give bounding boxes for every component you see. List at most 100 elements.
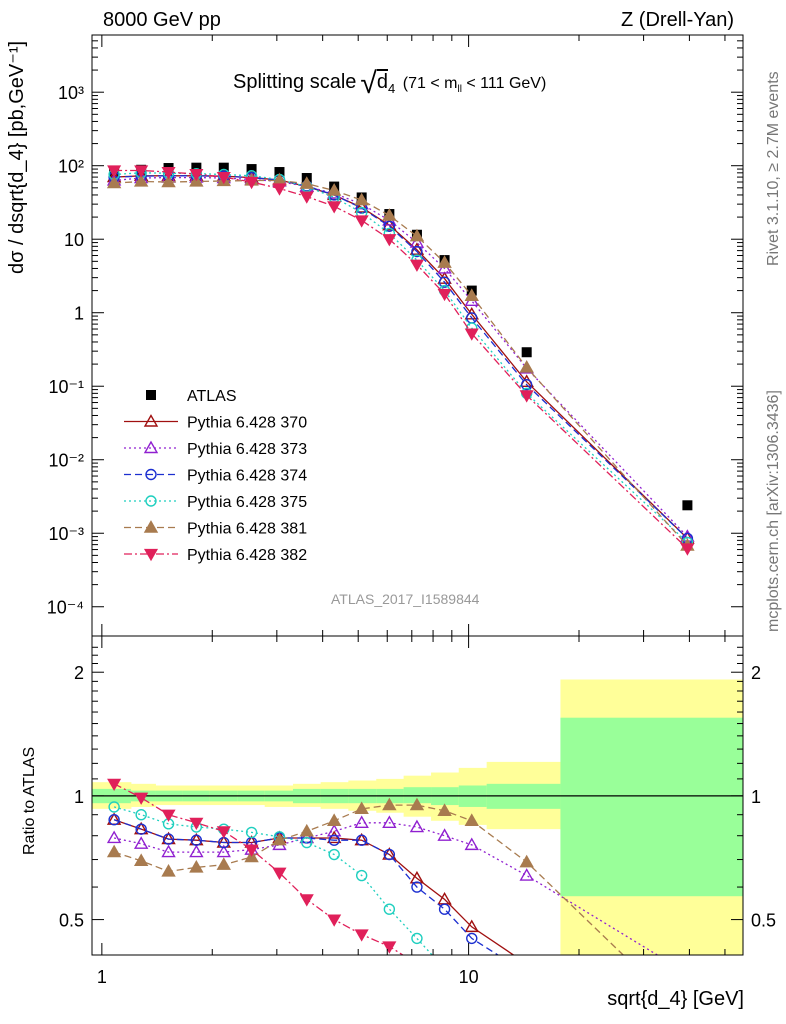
x-axis-label: sqrt{d_4} [GeV] — [607, 988, 744, 1010]
ratio-point — [133, 853, 149, 867]
main-point — [216, 171, 231, 185]
legend-item-5: Pythia 6.428 381 — [124, 520, 307, 538]
ratio-point — [189, 844, 204, 858]
ratio-point — [216, 826, 231, 839]
legend-marker — [143, 414, 159, 427]
main-y-tick-label: 10⁻³ — [48, 524, 84, 544]
ratio-point — [464, 919, 479, 933]
main-point — [464, 328, 479, 341]
main-series-1 — [106, 168, 695, 544]
ratio-point — [411, 881, 423, 893]
main-point — [107, 165, 122, 178]
plot-title-main: Splitting scale — [233, 71, 357, 93]
main-point — [521, 347, 532, 358]
x-tick-label: 10 — [459, 967, 479, 987]
ratio-point — [519, 854, 534, 868]
main-point — [382, 234, 397, 247]
legend-marker — [143, 440, 159, 454]
main-point — [272, 183, 287, 196]
main-series-4 — [108, 167, 694, 549]
main-y-tick-label: 10⁻⁴ — [47, 598, 84, 618]
main-series — [106, 162, 695, 556]
ratio-y-tick-label: 1 — [74, 787, 84, 807]
ratio-point — [216, 857, 231, 870]
main-point — [327, 201, 342, 214]
ratio-point — [326, 830, 342, 844]
main-point — [106, 175, 122, 189]
ratio-point — [409, 870, 425, 884]
main-point — [354, 215, 369, 228]
ratio-y-tick-label: 2 — [74, 663, 84, 683]
legend-label: Pythia 6.428 375 — [187, 494, 307, 511]
main-series-6 — [107, 165, 695, 556]
ratio-point — [355, 869, 368, 882]
ratio-point — [326, 813, 342, 826]
ratio-series-line — [113, 819, 500, 955]
ratio-point — [161, 809, 176, 822]
main-point — [246, 164, 257, 175]
ratio-point — [464, 813, 479, 826]
ratio-point — [354, 801, 369, 815]
ratio-point — [244, 844, 259, 857]
ratio-point — [272, 867, 287, 880]
main-point — [326, 183, 342, 196]
legend-marker — [145, 468, 157, 481]
ratio-y-tick-label-right: 2 — [751, 663, 761, 683]
ratio-point — [437, 828, 452, 841]
main-series-line — [114, 172, 688, 543]
ratio-point — [133, 836, 149, 849]
main-y-tick-label: 10² — [58, 157, 84, 177]
main-point — [354, 200, 369, 213]
main-point — [519, 360, 534, 373]
main-series-3 — [108, 170, 694, 545]
ratio-point — [411, 932, 423, 945]
legend-item-3: Pythia 6.428 374 — [124, 468, 307, 485]
legend-label: Pythia 6.428 370 — [187, 415, 307, 432]
ratio-point — [108, 814, 120, 826]
ratio-point — [216, 844, 231, 858]
legend-label: Pythia 6.428 382 — [187, 547, 307, 564]
main-point — [464, 288, 479, 301]
legend-item-4: Pythia 6.428 375 — [124, 494, 307, 511]
main-point — [161, 174, 176, 188]
main-point — [438, 276, 451, 288]
ratio-point — [409, 819, 425, 833]
ratio-point — [106, 830, 122, 844]
ratio-y-tick-label: 0.5 — [59, 911, 84, 931]
ratio-series — [106, 778, 659, 955]
main-point — [519, 390, 534, 403]
plot-title-range: (71 < mll < 111 GeV) — [402, 75, 547, 96]
main-frame — [91, 34, 744, 637]
ratio-point — [161, 844, 176, 858]
header-left: 8000 GeV pp — [103, 9, 221, 31]
main-y-tick-label: 10 — [64, 230, 84, 250]
main-point — [274, 167, 285, 178]
ratio-point — [272, 832, 287, 846]
main-point — [382, 208, 397, 221]
ratio-series-1 — [106, 815, 659, 955]
main-point — [299, 191, 314, 204]
main-point — [409, 228, 425, 242]
legend-marker — [143, 548, 159, 562]
sqrt-sign: √ — [360, 67, 377, 100]
axes: 1 10 10⁻⁴ 10⁻³ 10⁻² 10⁻¹ 1 10 10² 10³ 0.5 0.5 1 1 2 2 — [47, 34, 776, 987]
ratio-point — [189, 817, 204, 831]
legend-label: Pythia 6.428 374 — [187, 468, 307, 485]
ratio-point — [382, 797, 397, 811]
ratio-point — [438, 903, 451, 915]
ratio-point — [135, 823, 147, 835]
ratio-point — [301, 836, 313, 849]
legend-label: Pythia 6.428 381 — [187, 521, 307, 538]
main-y-tick-label: 10⁻² — [48, 451, 84, 471]
ratio-point — [327, 914, 342, 927]
ratio-point — [106, 844, 122, 858]
legend-item-2: Pythia 6.428 373 — [124, 440, 307, 458]
ratio-point — [135, 809, 147, 821]
x-tick-label: 1 — [97, 967, 107, 987]
ratio-point — [464, 837, 479, 851]
ratio-point — [108, 801, 120, 813]
ratio-point — [466, 932, 478, 945]
legend-marker — [146, 390, 156, 400]
ratio-point — [354, 929, 369, 942]
